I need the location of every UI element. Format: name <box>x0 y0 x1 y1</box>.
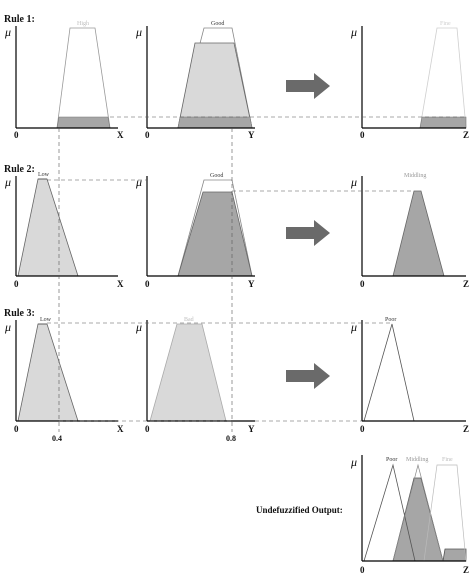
rule-3-y-plot: μ 0 Y 0.8 Bad <box>135 317 255 443</box>
rule-3-z-set-label: Poor <box>385 317 396 323</box>
aggregated-axis-letter: Z <box>463 565 469 575</box>
rule-3-x-set-label: Low <box>40 317 52 323</box>
rule-2-z-origin: 0 <box>360 279 365 289</box>
rule-2-y-set-label: Good <box>210 173 223 179</box>
undefuzzified-output-label: Undefuzzified Output: <box>256 505 343 515</box>
low-set-fill-3 <box>17 323 79 422</box>
rule-1-y-plot: μ 0 Y Good <box>135 21 255 140</box>
rule-1-z-set-label: Fine <box>440 21 451 27</box>
aggregated-middling-label: Middling <box>406 457 428 463</box>
aggregated-mu-symbol: μ <box>350 455 357 469</box>
fine-set-outline <box>419 27 467 129</box>
rule-3-x-origin: 0 <box>14 424 19 434</box>
aggregated-output-plot: μ 0 Z Poor Middling Fine <box>350 455 469 575</box>
high-set-clipped-fill <box>56 116 111 129</box>
good-set-fill <box>177 42 253 129</box>
rule-1-y-origin: 0 <box>145 130 150 140</box>
rule-2-label: Rule 2: <box>4 164 35 175</box>
rule-1-z-mu-symbol: μ <box>350 25 357 39</box>
rule-3-z-plot: μ 0 Z Poor <box>350 317 469 434</box>
x-input-value: 0.4 <box>52 434 62 443</box>
rule-1-z-origin: 0 <box>360 130 365 140</box>
aggregated-middling-fill <box>392 477 444 562</box>
rule-1-x-set-label: High <box>77 21 89 27</box>
good-set-clipped-fill <box>177 116 253 129</box>
rule-1-y-axis-letter: Y <box>248 130 255 140</box>
middling-set-clipped-fill <box>392 190 445 277</box>
rule-3-arrow-icon <box>286 363 330 389</box>
rule-3-x-plot: μ 0 X 0.4 Low <box>4 317 124 443</box>
rule-1-x-mu-symbol: μ <box>4 25 11 39</box>
rule-3-x-axis-letter: X <box>117 424 124 434</box>
rule-1-x-axis-letter: X <box>117 130 124 140</box>
rule-3-x-mu-symbol: μ <box>4 320 11 334</box>
low-set-fill <box>17 178 79 277</box>
rule-3-z-mu-symbol: μ <box>350 320 357 334</box>
aggregated-fine-label: Fine <box>442 457 453 463</box>
bad-set-fill <box>149 323 227 422</box>
aggregated-origin: 0 <box>360 565 365 575</box>
rule-3-y-mu-symbol: μ <box>135 320 142 334</box>
rule-2-y-mu-symbol: μ <box>135 175 142 189</box>
rule-2-y-axis-letter: Y <box>248 279 255 289</box>
high-set-outline <box>56 27 111 129</box>
rule-1-arrow-icon <box>286 73 330 99</box>
rule-2-z-plot: μ 0 Z Middling <box>350 173 469 289</box>
rule-3-label: Rule 3: <box>4 308 35 319</box>
rule-1-z-plot: μ 0 Z Fine <box>350 21 469 140</box>
rule-2-x-set-label: Low <box>38 172 50 178</box>
rule-1-x-plot: μ 0 X High <box>4 21 124 140</box>
y-input-value: 0.8 <box>226 434 236 443</box>
rule-3-z-origin: 0 <box>360 424 365 434</box>
poor-set-outline <box>363 323 415 422</box>
rule-3-y-origin: 0 <box>145 424 150 434</box>
rule-2-x-origin: 0 <box>14 279 19 289</box>
rule-3-y-set-label: Bad <box>184 317 194 323</box>
aggregated-fine-outline <box>423 464 467 562</box>
aggregated-poor-label: Poor <box>386 457 397 463</box>
rule-2-z-axis-letter: Z <box>463 279 469 289</box>
rule-3-y-axis-letter: Y <box>248 424 255 434</box>
rule-1-y-mu-symbol: μ <box>135 25 142 39</box>
rule-2-z-set-label: Middling <box>404 173 426 179</box>
rule-2-x-mu-symbol: μ <box>4 175 11 189</box>
rule-2-y-origin: 0 <box>145 279 150 289</box>
rule-1-z-axis-letter: Z <box>463 130 469 140</box>
rule-3-z-axis-letter: Z <box>463 424 469 434</box>
rule-1-y-set-label: Good <box>211 21 224 27</box>
rule-2-y-plot: μ 0 Y Good <box>135 173 255 289</box>
fine-set-clipped-fill <box>419 116 467 129</box>
rule-2-z-mu-symbol: μ <box>350 175 357 189</box>
rule-2-arrow-icon <box>286 220 330 246</box>
rule-2-x-plot: μ 0 X Low <box>4 172 124 289</box>
aggregated-fine-fill <box>442 548 467 562</box>
aggregated-poor-outline <box>363 463 416 562</box>
aggregated-middling-outline <box>392 463 444 562</box>
rule-2-x-axis-letter: X <box>117 279 124 289</box>
guide-lines <box>47 116 466 432</box>
rule-1-label: Rule 1: <box>4 14 35 25</box>
rule-1-x-origin: 0 <box>14 130 19 140</box>
